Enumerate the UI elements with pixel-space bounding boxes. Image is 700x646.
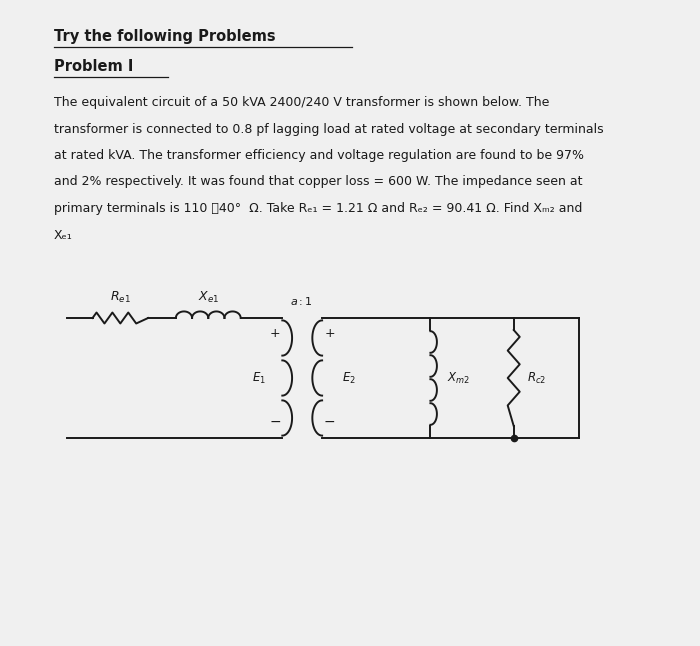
Text: transformer is connected to 0.8 pf lagging load at rated voltage at secondary te: transformer is connected to 0.8 pf laggi… — [54, 123, 603, 136]
Text: $X_{m2}$: $X_{m2}$ — [447, 370, 470, 386]
Text: $E_2$: $E_2$ — [342, 370, 356, 386]
Text: and 2% respectively. It was found that copper loss = 600 W. The impedance seen a: and 2% respectively. It was found that c… — [54, 176, 582, 189]
Text: $R_{e1}$: $R_{e1}$ — [110, 290, 131, 305]
Text: +: + — [270, 327, 280, 340]
Text: Problem I: Problem I — [54, 59, 133, 74]
Text: $a:1$: $a:1$ — [290, 295, 313, 307]
Text: The equivalent circuit of a 50 kVA 2400/240 V transformer is shown below. The: The equivalent circuit of a 50 kVA 2400/… — [54, 96, 549, 109]
Text: −: − — [269, 415, 281, 429]
Text: at rated kVA. The transformer efficiency and voltage regulation are found to be : at rated kVA. The transformer efficiency… — [54, 149, 584, 162]
Text: Xₑ₁: Xₑ₁ — [54, 229, 72, 242]
Text: $X_{e1}$: $X_{e1}$ — [197, 290, 219, 305]
Text: $E_1$: $E_1$ — [252, 370, 266, 386]
Text: −: − — [323, 415, 335, 429]
Text: Try the following Problems: Try the following Problems — [54, 29, 275, 44]
Text: +: + — [324, 327, 335, 340]
Text: primary terminals is 110 ␀40°  Ω. Take Rₑ₁ = 1.21 Ω and Rₑ₂ = 90.41 Ω. Find Xₘ₂ : primary terminals is 110 ␀40° Ω. Take Rₑ… — [54, 202, 582, 215]
Text: $R_{c2}$: $R_{c2}$ — [526, 370, 546, 386]
